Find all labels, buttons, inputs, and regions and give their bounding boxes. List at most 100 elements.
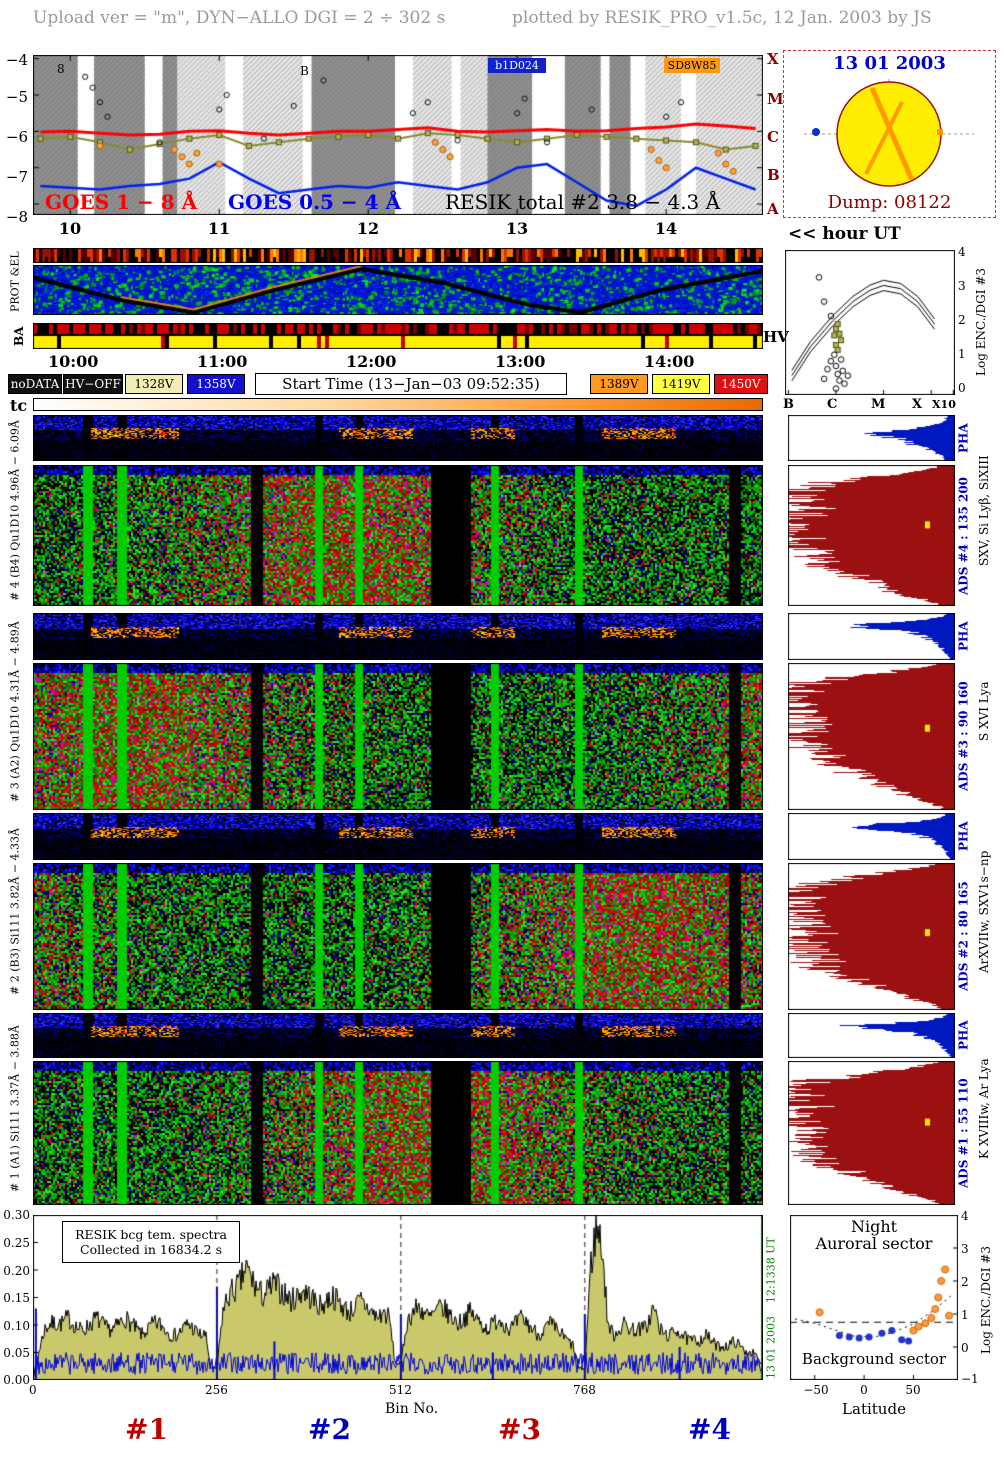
aurora-rtick: 3 (961, 1242, 969, 1256)
channel-mark-1: #1 (125, 1413, 168, 1446)
mini-rtick: 1 (958, 347, 966, 361)
goes-ytick: −6 (5, 128, 28, 146)
channel2-pha-label: PHA (956, 821, 971, 852)
aurora-right-axis-label: Log ENC./DGI #3 (979, 1245, 993, 1354)
goes-annotation-blue: b1D024 (488, 58, 546, 73)
aurora-xtick: −50 (803, 1383, 829, 1397)
goes-class-letter: B (767, 166, 780, 184)
mini-rtick: 0 (958, 381, 966, 395)
goes-xtick: 10 (58, 219, 82, 238)
goes-class-letter: C (767, 128, 779, 146)
mini-rtick: 4 (958, 245, 966, 259)
goes-label-blue: GOES 0.5 − 4 Å (228, 190, 402, 214)
mini-xtick-c: C (827, 397, 838, 412)
channel-mark-3: #3 (498, 1413, 541, 1446)
goes-glyph-b: B (300, 64, 309, 78)
spec-ytick: 0.05 (3, 1346, 30, 1360)
time-tick: 14:00 (644, 352, 695, 371)
goes-label-resik: RESIK total #2 3.8 − 4.3 Å (445, 190, 721, 214)
goes-xtick: 11 (207, 219, 231, 238)
channel2-spectrogram (33, 863, 763, 1010)
goes-class-letter: A (767, 200, 779, 218)
header-left: Upload ver = "m", DYN−ALLO DGI = 2 ÷ 302… (33, 8, 446, 28)
channel4-left-label: # 4 (B4) Qu1D10 4.96Å − 6.09Å (8, 420, 22, 601)
start-time-box: Start Time (13−Jan−03 09:52:35) (255, 373, 567, 395)
spec-xtick: 768 (573, 1383, 596, 1397)
spec-ytick: 0.20 (3, 1264, 30, 1278)
channel1-ads-label: ADS #1 : 55 110 (956, 1078, 971, 1188)
flare-trace-1 (869, 87, 915, 181)
channel4-pha-label: PHA (956, 423, 971, 453)
spec-ytick: 0.25 (3, 1236, 30, 1250)
proton-map-strip (33, 265, 763, 315)
channel-mark-4: #4 (688, 1413, 731, 1446)
spectrum-right-time: 12:1338 UT (764, 1237, 778, 1303)
legend-1450v: 1450V (714, 374, 768, 394)
spectrum-note-line1: RESIK bcg tem. spectra (75, 1227, 227, 1242)
channel1-ads-histogram (788, 1061, 955, 1205)
mini-rtick: 2 (958, 313, 966, 327)
legend-1328v: 1328V (125, 374, 183, 394)
channel3-left-label: # 3 (A2) Qu1D10 4.31Å − 4.89Å (8, 621, 22, 802)
channel1-pha-histogram (788, 1013, 955, 1058)
mini-xtick-x: X (912, 397, 923, 412)
channel4-pha-spectrogram (33, 415, 763, 461)
channel1-pha-label: PHA (956, 1020, 971, 1051)
goes-flux-plot (33, 55, 763, 215)
spec-xtick: 0 (29, 1383, 37, 1397)
time-tick: 11:00 (197, 352, 248, 371)
mini-right-axis-label: Log ENC./DGI #3 (974, 268, 988, 377)
spec-xtick: 256 (205, 1383, 228, 1397)
goes-xtick: 13 (505, 219, 529, 238)
channel1-element-label: K XVIIIw, Ar Lya (977, 1058, 991, 1160)
hv-label: HV (763, 328, 789, 346)
goes-ytick: −5 (5, 88, 28, 106)
channel2-pha-spectrogram (33, 813, 763, 860)
aurora-background-label: Background sector (801, 1350, 947, 1368)
goes-xtick: 14 (654, 219, 678, 238)
goes-annotation-orange: SD8W85 (664, 58, 720, 73)
hour-ut-label: << hour UT (788, 224, 901, 244)
channel3-ads-label: ADS #3 : 90 160 (956, 681, 971, 792)
channel3-spectrogram (33, 663, 763, 810)
aurora-rtick: 1 (961, 1308, 969, 1322)
goes-label-red: GOES 1 − 8 Å (45, 190, 198, 214)
legend-1358v: 1358V (187, 374, 245, 394)
aurora-rtick: 0 (961, 1341, 969, 1355)
aurora-xlabel: Latitude (842, 1400, 906, 1418)
goes-ytick: −8 (5, 208, 28, 226)
flare-trace-2 (864, 101, 904, 175)
enc-dgi-class-plot (785, 250, 955, 395)
channel2-element-label: ArXVIIw, SXV1s−np (977, 850, 991, 973)
tc-label: tc (10, 396, 28, 415)
channel3-element-label: S XVI Lya (977, 681, 991, 742)
mini-rtick: 3 (958, 279, 966, 293)
channel4-ads-label: ADS #4 : 135 200 (956, 476, 971, 595)
channel4-element-label: SXV, Si Lyβ, SiXIII (977, 455, 991, 566)
mini-xtick-b: B (783, 397, 794, 412)
limb-marker (937, 129, 943, 135)
channel4-spectrogram (33, 465, 763, 606)
ba-status-strip (33, 323, 763, 349)
aurora-xtick: 0 (860, 1383, 868, 1397)
channel2-ads-histogram (788, 863, 955, 1010)
electron-strip (33, 248, 763, 263)
channel1-left-label: # 1 (A1) Si111 3.37Å − 3.88Å (8, 1025, 22, 1193)
legend-nodata: noDATA (8, 374, 62, 394)
legend-1419v: 1419V (652, 374, 710, 394)
spec-ytick: 0.00 (3, 1373, 30, 1387)
aurora-title-sector: Auroral sector (815, 1234, 933, 1253)
channel3-ads-histogram (788, 663, 955, 810)
channel3-pha-histogram (788, 613, 955, 660)
aurora-xtick: 50 (905, 1383, 921, 1397)
sun-date: 13 01 2003 (833, 53, 946, 74)
latitude-scatter-plot (790, 1215, 958, 1380)
spectrum-note-box: RESIK bcg tem. spectra Collected in 1683… (62, 1221, 240, 1263)
spec-ytick: 0.30 (3, 1208, 30, 1222)
time-tick: 12:00 (346, 352, 397, 371)
legend-1389v: 1389V (590, 374, 648, 394)
channel2-pha-histogram (788, 813, 955, 860)
mini-xtick-m: M (871, 397, 886, 412)
goes-xtick: 12 (356, 219, 380, 238)
